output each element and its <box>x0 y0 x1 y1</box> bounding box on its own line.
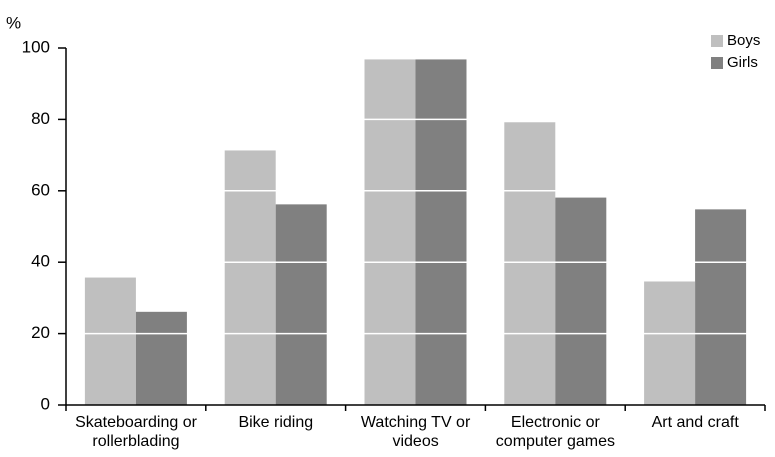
y-tick-label: 60 <box>31 180 50 199</box>
y-tick-label: 100 <box>22 37 50 56</box>
bar <box>504 122 556 406</box>
bar <box>644 281 696 405</box>
bar <box>84 277 136 405</box>
bar <box>555 197 607 405</box>
y-tick-label: 40 <box>31 252 50 271</box>
y-tick-label: 20 <box>31 323 50 342</box>
bar <box>695 209 747 405</box>
legend-swatch <box>711 35 723 47</box>
bar <box>224 150 276 405</box>
legend-swatch <box>711 57 723 69</box>
bar <box>415 59 467 405</box>
y-unit: % <box>6 13 21 32</box>
bar <box>364 59 416 405</box>
x-tick-label: Art and craft <box>651 414 739 431</box>
x-tick-label: Skateboarding or rollerblading <box>75 414 197 450</box>
bar <box>135 311 187 405</box>
x-tick-label: Watching TV or videos <box>360 414 471 450</box>
x-tick-label: Bike riding <box>238 414 314 431</box>
x-tick-label: Electronic or computer games <box>495 414 615 450</box>
y-tick-label: 80 <box>31 109 50 128</box>
bar <box>275 204 327 405</box>
legend-label: Girls <box>727 54 758 71</box>
y-tick-label: 0 <box>41 394 50 413</box>
legend-label: Boys <box>727 32 760 49</box>
